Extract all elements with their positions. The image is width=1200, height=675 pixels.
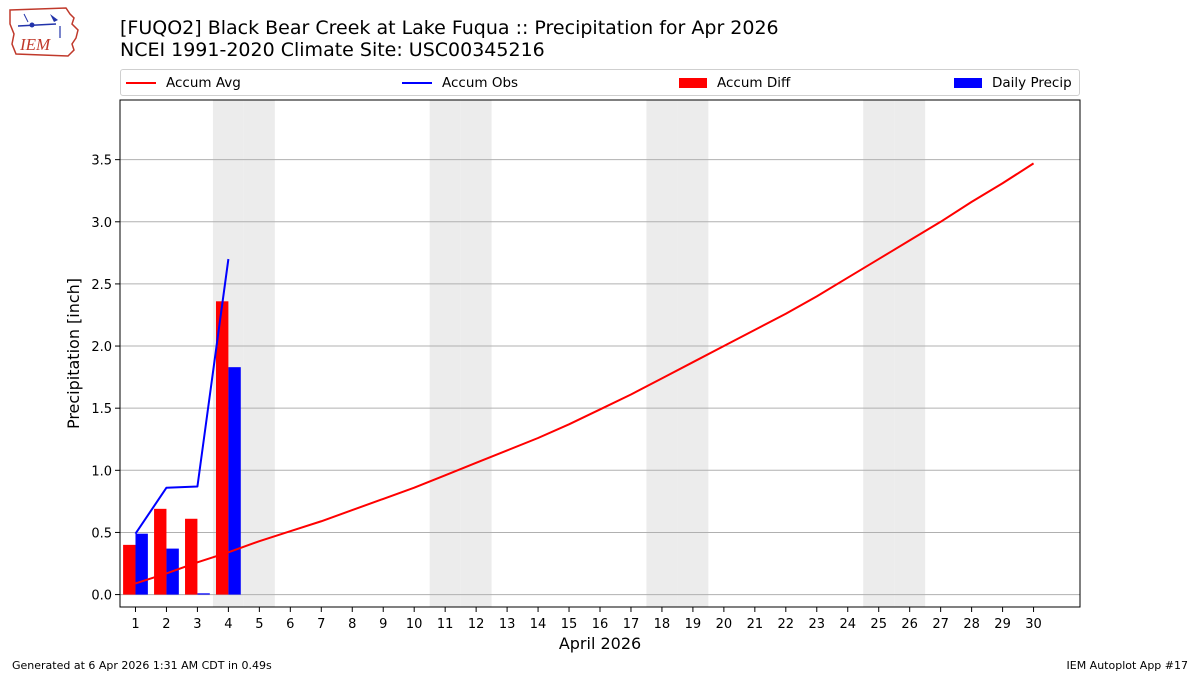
legend-swatch-accum-avg: [126, 81, 156, 84]
legend-swatch-accum-obs: [402, 81, 432, 84]
x-tick-label: 25: [870, 617, 887, 632]
iem-logo[interactable]: IEM: [6, 4, 82, 60]
x-tick-label: 24: [839, 617, 856, 632]
x-tick-label: 13: [499, 617, 516, 632]
bar-accum-diff-day-3: [185, 518, 198, 595]
bar-accum-diff-day-1: [123, 544, 136, 595]
x-tick-label: 7: [317, 617, 325, 632]
bar-daily-precip-day-1: [135, 533, 148, 595]
legend-item-accum-obs: Accum Obs: [402, 70, 518, 95]
x-tick-label: 27: [932, 617, 949, 632]
y-tick-label: 2.0: [91, 340, 112, 355]
x-tick-label: 26: [901, 617, 918, 632]
x-tick-label: 28: [963, 617, 980, 632]
x-tick-label: 17: [623, 617, 640, 632]
y-tick-label: 3.0: [91, 216, 112, 231]
weekend-shade-day-19: [677, 100, 709, 607]
x-tick-label: 5: [255, 617, 263, 632]
weekend-shade-day-11: [429, 100, 461, 607]
line-accum-avg: [135, 162, 1035, 585]
x-tick-label: 1: [131, 617, 139, 632]
x-tick-label: 14: [530, 617, 547, 632]
x-tick-label: 9: [379, 617, 387, 632]
legend-item-accum-diff: Accum Diff: [679, 70, 790, 95]
x-tick-label: 19: [685, 617, 702, 632]
lines: [134, 162, 1035, 585]
weekend-shade-day-5: [243, 100, 275, 607]
x-tick-label: 3: [193, 617, 201, 632]
weekend-shading: [212, 100, 926, 607]
weekend-shade-day-12: [460, 100, 492, 607]
x-tick-label: 15: [561, 617, 578, 632]
bar-accum-diff-day-4: [216, 301, 229, 595]
y-tick-label: 0.5: [91, 526, 112, 541]
x-tick-label: 16: [592, 617, 609, 632]
x-tick-label: 20: [716, 617, 733, 632]
axes: 0.00.51.01.52.02.53.03.51 2 3 4 5 6 7 8 9 10 11 12 1…: [91, 154, 1042, 632]
legend-item-accum-avg: Accum Avg: [126, 70, 241, 95]
legend-label-accum-obs: Accum Obs: [442, 74, 519, 91]
legend-label-daily-precip: Daily Precip: [992, 74, 1072, 91]
x-tick-label: 29: [994, 617, 1011, 632]
footer-generated: Generated at 6 Apr 2026 1:31 AM CDT in 0…: [12, 659, 272, 672]
x-tick-label: 2: [162, 617, 170, 632]
y-gridlines: [120, 159, 1080, 596]
y-tick-label: 3.5: [91, 154, 112, 169]
legend-label-accum-diff: Accum Diff: [717, 74, 791, 91]
weekend-shade-day-18: [646, 100, 678, 607]
x-tick-label: 8: [348, 617, 356, 632]
chart-title: [FUQO2] Black Bear Creek at Lake Fuqua :…: [120, 17, 779, 39]
x-tick-label: 30: [1025, 617, 1042, 632]
weekend-shade-day-26: [894, 100, 926, 607]
footer-app: IEM Autoplot App #17: [1066, 659, 1189, 672]
bars: [123, 301, 241, 595]
logo-text: IEM: [19, 35, 51, 54]
x-tick-label: 12: [468, 617, 485, 632]
legend-swatch-daily-precip: [954, 77, 982, 88]
y-tick-label: 1.0: [91, 464, 112, 479]
line-accum-obs: [134, 258, 230, 535]
x-tick-label: 21: [747, 617, 764, 632]
y-tick-label: 1.5: [91, 402, 112, 417]
bar-accum-diff-day-2: [154, 508, 167, 595]
x-tick-label: 4: [224, 617, 232, 632]
x-tick-label: 23: [809, 617, 826, 632]
x-axis-label: April 2026: [559, 634, 641, 653]
x-tick-label: 11: [437, 617, 454, 632]
bar-daily-precip-day-4: [228, 367, 241, 595]
x-tick-label: 6: [286, 617, 294, 632]
x-tick-label: 10: [406, 617, 423, 632]
bar-daily-precip-day-3: [197, 593, 210, 595]
legend: Accum Avg Accum Obs Accum Diff Daily Pre…: [120, 69, 1080, 96]
chart-subtitle: NCEI 1991-2020 Climate Site: USC00345216: [120, 39, 545, 61]
weekend-shade-day-25: [863, 100, 895, 607]
x-tick-label: 18: [654, 617, 671, 632]
iem-iowa-logo-icon: IEM: [9, 7, 79, 57]
y-tick-label: 2.5: [91, 278, 112, 293]
legend-item-daily-precip: Daily Precip: [954, 70, 1072, 95]
legend-label-accum-avg: Accum Avg: [166, 74, 241, 91]
y-tick-label: 0.0: [91, 589, 112, 604]
x-tick-label: 22: [778, 617, 795, 632]
y-axis-label: Precipitation [inch]: [64, 278, 83, 429]
legend-swatch-accum-diff: [679, 77, 707, 88]
